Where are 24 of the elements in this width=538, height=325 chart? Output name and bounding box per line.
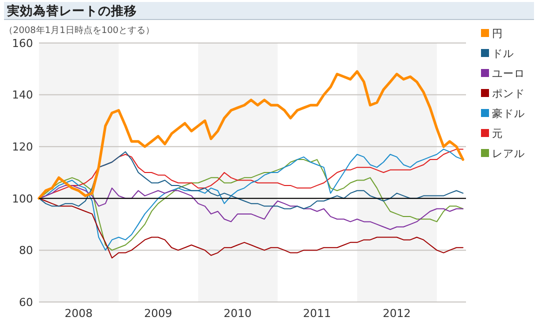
y-tick-label: 60 bbox=[19, 296, 33, 309]
legend-label: レアル bbox=[492, 148, 525, 160]
legend-label: ドル bbox=[492, 48, 514, 60]
y-tick-label: 120 bbox=[12, 140, 33, 154]
x-tick-label: 2012 bbox=[382, 307, 411, 320]
legend-label: ポンド bbox=[492, 88, 525, 100]
legend-label: 元 bbox=[492, 128, 503, 140]
chart-subtitle: （2008年1月1日時点を100とする） bbox=[4, 25, 155, 36]
y-tick-label: 100 bbox=[12, 192, 33, 206]
legend-label: 豪ドル bbox=[492, 107, 525, 120]
x-tick-label: 2010 bbox=[224, 307, 252, 320]
y-tick-label: 160 bbox=[12, 36, 33, 50]
line-series bbox=[38, 198, 464, 258]
y-tick-label: 140 bbox=[12, 88, 33, 102]
line-series bbox=[38, 70, 464, 200]
x-tick-label: 2008 bbox=[64, 307, 93, 320]
legend-label: ユーロ bbox=[492, 68, 525, 80]
chart-title: 実効為替レートの推移 bbox=[6, 3, 137, 18]
line-series bbox=[38, 151, 464, 210]
legend-label: 円 bbox=[492, 28, 503, 40]
x-tick-label: 2011 bbox=[303, 307, 332, 320]
y-tick-label: 80 bbox=[19, 244, 33, 258]
x-tick-label: 2009 bbox=[144, 307, 172, 320]
line-series bbox=[38, 184, 464, 230]
